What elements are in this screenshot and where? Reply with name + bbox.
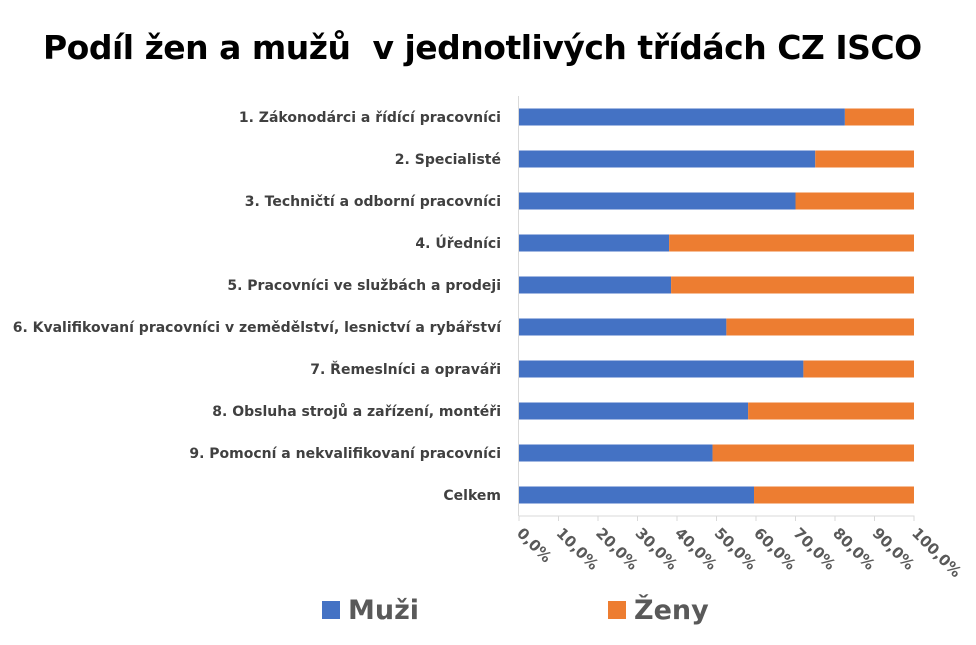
- bar-zeny-9[interactable]: [712, 444, 914, 462]
- x-axis: 0,0%10,0%20,0%30,0%40,0%50,0%60,0%70,0%8…: [513, 96, 965, 581]
- category-labels: 1. Zákonodárci a řídící pracovníci 2. Spe…: [13, 110, 502, 504]
- legend-label-muzi: Muži: [348, 594, 420, 626]
- x-tick-label: 10,0%: [553, 524, 603, 574]
- x-tick-label: 100,0%: [908, 524, 965, 581]
- x-tick-label: 60,0%: [750, 524, 800, 574]
- bars-group: [519, 108, 915, 504]
- category-label: 6. Kvalifikovaní pracovníci v zemědělstv…: [13, 320, 502, 336]
- bar-muzi-8[interactable]: [519, 402, 749, 420]
- bar-zeny-1[interactable]: [844, 108, 915, 126]
- bar-muzi-6[interactable]: [519, 318, 727, 336]
- legend: Muži Ženy: [0, 590, 976, 630]
- bar-muzi-10[interactable]: [519, 486, 755, 504]
- bar-zeny-8[interactable]: [748, 402, 914, 420]
- x-tick-label: 30,0%: [632, 524, 682, 574]
- legend-swatch-muzi: [322, 601, 340, 619]
- legend-swatch-zeny: [608, 601, 626, 619]
- category-label: 4. Úředníci: [415, 234, 501, 252]
- bar-muzi-1[interactable]: [519, 108, 845, 126]
- legend-item-zeny[interactable]: Ženy: [608, 590, 709, 630]
- category-label: 2. Specialisté: [395, 152, 501, 168]
- category-label: 3. Techničtí a odborní pracovníci: [245, 194, 501, 210]
- bar-muzi-3[interactable]: [519, 192, 796, 210]
- category-label: 8. Obsluha strojů a zařízení, montéři: [212, 403, 501, 420]
- bar-muzi-5[interactable]: [519, 276, 672, 294]
- bar-zeny-4[interactable]: [669, 234, 914, 252]
- x-tick-label: 40,0%: [671, 524, 721, 574]
- category-label: 9. Pomocní a nekvalifikovaní pracovníci: [189, 446, 501, 462]
- bar-zeny-5[interactable]: [671, 276, 915, 294]
- category-label: 1. Zákonodárci a řídící pracovníci: [239, 110, 501, 126]
- x-tick-label: 80,0%: [829, 524, 879, 574]
- category-label: 5. Pracovníci ve službách a prodeji: [227, 278, 501, 294]
- category-label: 7. Řemeslníci a opraváři: [310, 361, 501, 378]
- bar-zeny-10[interactable]: [754, 486, 914, 504]
- chart-title: Podíl žen a mužů v jednotlivých třídách …: [43, 28, 922, 67]
- x-tick-label: 90,0%: [869, 524, 919, 574]
- bar-muzi-2[interactable]: [519, 150, 816, 168]
- legend-item-muzi[interactable]: Muži: [322, 590, 419, 630]
- bar-zeny-2[interactable]: [815, 150, 914, 168]
- bar-muzi-9[interactable]: [519, 444, 713, 462]
- x-tick-label: 0,0%: [513, 524, 555, 566]
- x-tick-label: 20,0%: [592, 524, 642, 574]
- legend-label-zeny: Ženy: [634, 594, 709, 626]
- bar-muzi-4[interactable]: [519, 234, 670, 252]
- x-tick-label: 50,0%: [711, 524, 761, 574]
- bar-zeny-7[interactable]: [803, 360, 914, 378]
- bar-zeny-3[interactable]: [795, 192, 915, 210]
- bar-zeny-6[interactable]: [726, 318, 915, 336]
- bar-muzi-7[interactable]: [519, 360, 804, 378]
- category-label: Celkem: [443, 488, 501, 504]
- x-tick-label: 70,0%: [790, 524, 840, 574]
